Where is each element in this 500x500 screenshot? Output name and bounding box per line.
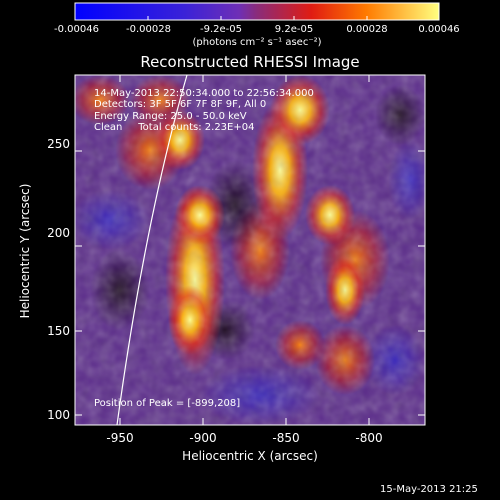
- solar-image: [75, 75, 425, 425]
- y-tick-label: 250: [47, 137, 70, 151]
- colorbar-tick-label: 0.00046: [418, 24, 460, 35]
- colorbar-ticks: [74, 16, 440, 20]
- annotation-clean-counts: Clean Total counts: 2.23E+04: [94, 122, 255, 133]
- y-tick-label: 200: [47, 226, 70, 240]
- x-tick-label: -900: [189, 431, 217, 445]
- peak-position-label: Position of Peak = [-899,208]: [94, 398, 241, 409]
- x-tick-label: -800: [355, 431, 383, 445]
- colorbar-tick-label: -0.00046: [54, 24, 99, 35]
- colorbar-tick-label: 9.2e-05: [274, 24, 314, 35]
- x-axis-ticks: [119, 75, 370, 425]
- colorbar-tick-label: -0.00028: [126, 24, 171, 35]
- y-tick-label: 150: [47, 324, 70, 338]
- plot-frame: [74, 74, 426, 426]
- y-axis-label: Heliocentric Y (arcsec): [18, 183, 32, 319]
- plot-title: Reconstructed RHESSI Image: [140, 53, 360, 71]
- y-axis-ticks: [75, 150, 425, 416]
- x-tick-label: -950: [106, 431, 134, 445]
- x-tick-label: -850: [272, 431, 300, 445]
- annotation-time-range: 14-May-2013 22:50:34.000 to 22:56:34.000: [94, 88, 314, 99]
- colorbar-tick-label: -9.2e-05: [200, 24, 242, 35]
- annotation-detectors: Detectors: 3F 5F 6F 7F 8F 9F, All 0: [94, 99, 267, 110]
- x-axis-label: Heliocentric X (arcsec): [182, 449, 318, 463]
- y-tick-label: 100: [47, 408, 70, 422]
- colorbar-units: (photons cm⁻² s⁻¹ asec⁻²): [192, 37, 322, 48]
- colorbar-gradient: [75, 3, 439, 20]
- colorbar-frame: [74, 2, 440, 21]
- footer-timestamp: 15-May-2013 21:25: [380, 484, 478, 495]
- annotation-energy-range: Energy Range: 25.0 - 50.0 keV: [94, 111, 247, 122]
- solar-limb-line: [116, 75, 188, 425]
- colorbar-tick-label: 0.00028: [346, 24, 388, 35]
